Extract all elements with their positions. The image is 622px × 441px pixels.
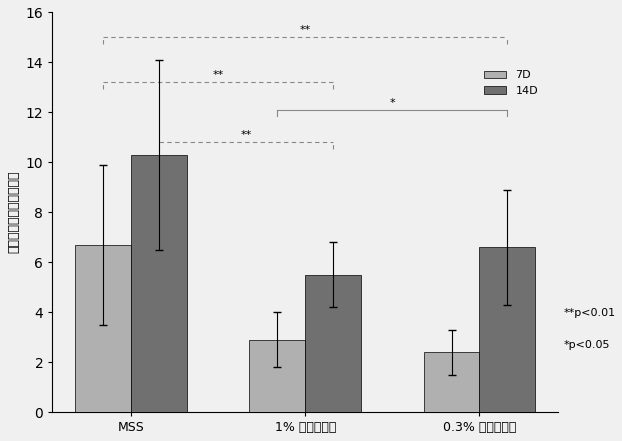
Text: **: **	[240, 130, 251, 140]
Text: *: *	[389, 98, 395, 108]
Bar	[480, 247, 535, 412]
Text: **: **	[300, 26, 311, 35]
Text: *p<0.05: *p<0.05	[563, 340, 610, 350]
Text: **p<0.01: **p<0.01	[563, 308, 615, 318]
Y-axis label: 単位面積あたりの細胞数: 単位面積あたりの細胞数	[7, 171, 20, 254]
Bar	[249, 340, 305, 412]
Legend: 7D, 14D: 7D, 14D	[480, 66, 542, 101]
Text: **: **	[213, 71, 224, 80]
Bar	[305, 275, 361, 412]
Bar	[424, 352, 480, 412]
Bar	[131, 155, 187, 412]
Bar	[75, 245, 131, 412]
